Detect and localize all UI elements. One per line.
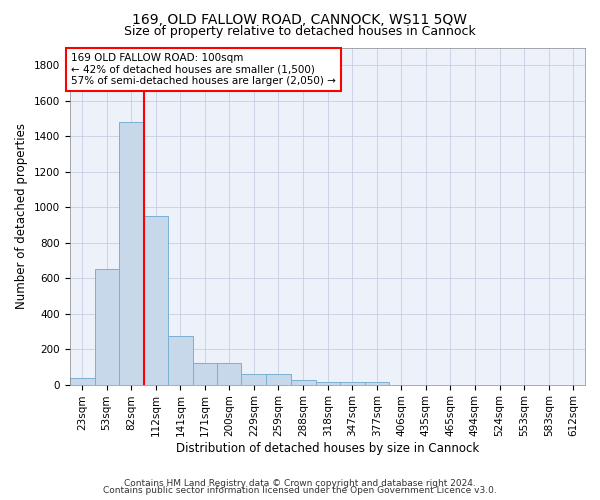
Y-axis label: Number of detached properties: Number of detached properties: [15, 123, 28, 309]
X-axis label: Distribution of detached houses by size in Cannock: Distribution of detached houses by size …: [176, 442, 479, 455]
Bar: [365, 382, 389, 384]
Bar: [70, 378, 95, 384]
Bar: [266, 374, 290, 384]
Bar: [316, 382, 340, 384]
Bar: [168, 336, 193, 384]
Text: Contains HM Land Registry data © Crown copyright and database right 2024.: Contains HM Land Registry data © Crown c…: [124, 478, 476, 488]
Bar: [144, 216, 168, 384]
Bar: [241, 374, 266, 384]
Text: Contains public sector information licensed under the Open Government Licence v3: Contains public sector information licen…: [103, 486, 497, 495]
Bar: [340, 382, 365, 384]
Bar: [193, 364, 217, 384]
Bar: [290, 380, 316, 384]
Text: Size of property relative to detached houses in Cannock: Size of property relative to detached ho…: [124, 25, 476, 38]
Text: 169 OLD FALLOW ROAD: 100sqm
← 42% of detached houses are smaller (1,500)
57% of : 169 OLD FALLOW ROAD: 100sqm ← 42% of det…: [71, 53, 336, 86]
Bar: [217, 364, 241, 384]
Bar: [95, 270, 119, 384]
Text: 169, OLD FALLOW ROAD, CANNOCK, WS11 5QW: 169, OLD FALLOW ROAD, CANNOCK, WS11 5QW: [133, 12, 467, 26]
Bar: [119, 122, 144, 384]
